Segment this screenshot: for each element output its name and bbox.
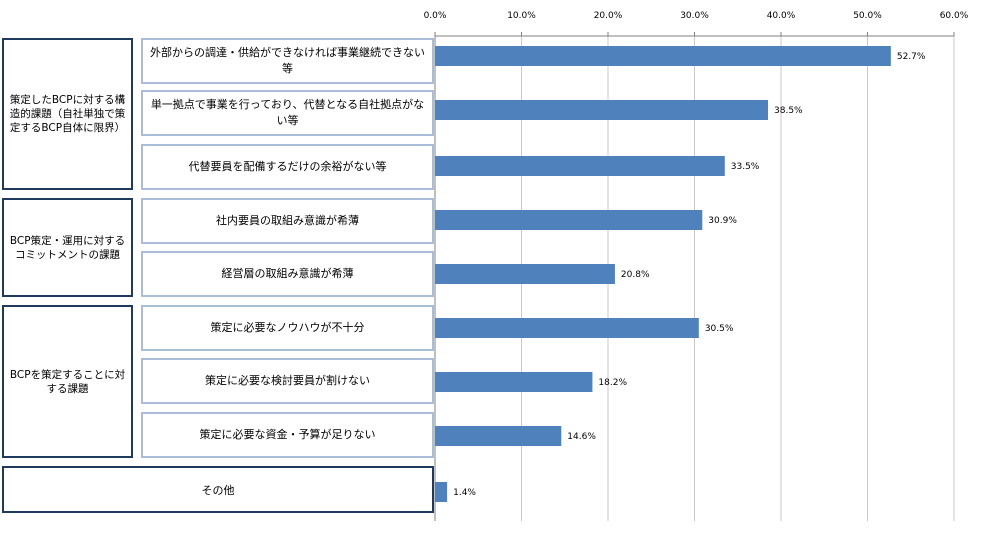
bar <box>435 372 593 392</box>
x-tick-label: 10.0% <box>507 11 536 21</box>
bar-value-label: 38.5% <box>774 106 803 116</box>
x-tick-label: 20.0% <box>594 11 623 21</box>
bar-value-label: 52.7% <box>897 52 926 62</box>
bar-value-label: 18.2% <box>598 378 627 388</box>
bar-value-label: 14.6% <box>567 432 596 442</box>
bar <box>435 426 562 446</box>
category-label-other: その他 <box>2 466 434 513</box>
x-tick-label: 40.0% <box>767 11 796 21</box>
category-label-8: 策定に必要な資金・予算が足りない <box>141 412 434 458</box>
category-label-6: 策定に必要なノウハウが不十分 <box>141 305 434 351</box>
bar <box>435 100 769 120</box>
bar-value-label: 30.9% <box>708 216 737 226</box>
category-label-3: 代替要員を配備するだけの余裕がない等 <box>141 144 434 190</box>
x-tick-label: 0.0% <box>424 11 447 21</box>
bar-value-label: 33.5% <box>731 162 760 172</box>
bar <box>435 46 891 66</box>
bar-value-label: 20.8% <box>621 270 650 280</box>
category-label-2: 単一拠点で事業を行っており、代替となる自社拠点がない等 <box>141 90 434 136</box>
bar-value-label: 30.5% <box>705 324 734 334</box>
group-structural: 策定したBCPに対する構造的課題（自社単独で策定するBCP自体に限界） <box>2 38 133 190</box>
group-formulation-label: BCPを策定することに対する課題 <box>9 368 126 395</box>
category-label-4: 社内要員の取組み意識が希薄 <box>141 198 434 244</box>
category-label-7: 策定に必要な検討要員が割けない <box>141 358 434 404</box>
bar <box>435 318 699 338</box>
bar <box>435 210 703 230</box>
x-tick-label: 60.0% <box>940 11 969 21</box>
bar <box>435 482 448 502</box>
group-structural-label: 策定したBCPに対する構造的課題（自社単独で策定するBCP自体に限界） <box>9 94 126 134</box>
x-tick-label: 30.0% <box>680 11 709 21</box>
group-commitment-label: BCP策定・運用に対するコミットメントの課題 <box>9 234 126 261</box>
bar-value-label: 1.4% <box>453 488 476 498</box>
x-tick-label: 50.0% <box>853 11 882 21</box>
group-formulation: BCPを策定することに対する課題 <box>2 305 133 458</box>
group-commitment: BCP策定・運用に対するコミットメントの課題 <box>2 198 133 297</box>
category-label-1: 外部からの調達・供給ができなければ事業継続できない等 <box>141 38 434 84</box>
category-label-5: 経営層の取組み意識が希薄 <box>141 251 434 297</box>
bar <box>435 264 615 284</box>
bar <box>435 156 725 176</box>
